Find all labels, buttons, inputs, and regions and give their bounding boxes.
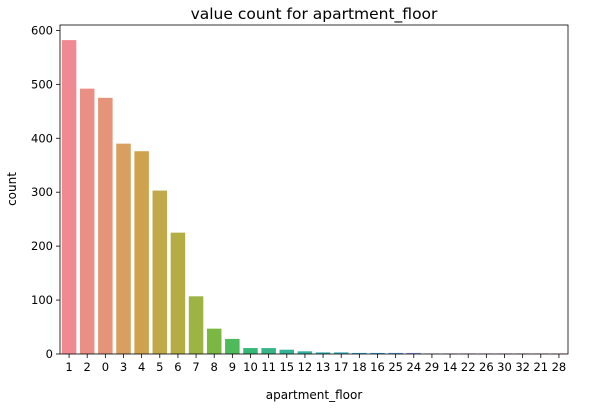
- y-tick-label: 600: [31, 23, 53, 37]
- x-axis: 1 2 0 3 4 5 6 7 8 9 10 11 15 12 13 17 18 16 25 24 29 14 22 26 30…: [65, 354, 566, 374]
- bar-18: [352, 352, 367, 354]
- x-tick-label: 18: [352, 360, 367, 374]
- bar-10: [243, 348, 258, 354]
- bar-13: [315, 352, 331, 354]
- bar-11: [261, 348, 276, 354]
- x-tick-label: 1: [65, 360, 72, 374]
- x-tick-label: 6: [174, 360, 181, 374]
- bar-1: [61, 40, 77, 354]
- x-tick-label: 14: [443, 360, 458, 374]
- x-tick-label: 7: [192, 360, 199, 374]
- bar-25: [388, 352, 403, 354]
- x-tick-label: 11: [261, 360, 276, 374]
- y-tick-label: 400: [31, 131, 53, 145]
- x-axis-label: apartment_floor: [266, 388, 363, 402]
- x-tick-label: 9: [229, 360, 236, 374]
- x-tick-label: 28: [552, 360, 567, 374]
- y-tick-label: 200: [31, 239, 53, 253]
- chart-title: value count for apartment_floor: [191, 5, 438, 24]
- x-tick-label: 29: [425, 360, 440, 374]
- x-tick-label: 15: [279, 360, 294, 374]
- bar-0: [98, 97, 113, 354]
- x-tick-label: 13: [316, 360, 331, 374]
- x-tick-label: 5: [156, 360, 163, 374]
- bar-17: [333, 352, 349, 354]
- x-tick-label: 24: [406, 360, 421, 374]
- y-axis: 0 100 200 300 400 500 600: [31, 23, 60, 361]
- bar-6: [170, 232, 186, 354]
- bar-3: [116, 143, 131, 354]
- x-tick-label: 10: [243, 360, 258, 374]
- x-tick-label: 4: [138, 360, 145, 374]
- x-tick-label: 2: [84, 360, 91, 374]
- x-tick-label: 25: [388, 360, 403, 374]
- y-tick-label: 0: [46, 347, 53, 361]
- y-tick-label: 500: [31, 77, 53, 91]
- y-axis-label: count: [5, 172, 19, 206]
- bar-4: [134, 151, 149, 354]
- x-tick-label: 16: [370, 360, 385, 374]
- y-tick-label: 100: [31, 293, 53, 307]
- x-tick-label: 0: [102, 360, 109, 374]
- x-tick-label: 26: [479, 360, 494, 374]
- x-tick-label: 8: [211, 360, 218, 374]
- bars-layer: [61, 40, 567, 354]
- bar-9: [225, 338, 240, 354]
- plot-frame: [59, 24, 569, 355]
- x-tick-label: 17: [334, 360, 349, 374]
- bar-2: [79, 88, 95, 354]
- bar-15: [279, 349, 295, 354]
- bar-16: [370, 352, 385, 354]
- bar-7: [188, 296, 204, 354]
- x-tick-label: 21: [533, 360, 548, 374]
- bar-12: [297, 351, 313, 354]
- bar-8: [206, 328, 222, 354]
- x-tick-label: 30: [497, 360, 512, 374]
- x-tick-label: 3: [120, 360, 127, 374]
- y-tick-label: 300: [31, 185, 53, 199]
- x-tick-label: 32: [515, 360, 530, 374]
- x-tick-label: 22: [461, 360, 476, 374]
- bar-24: [406, 352, 422, 354]
- x-tick-label: 12: [298, 360, 313, 374]
- bar-5: [152, 190, 168, 354]
